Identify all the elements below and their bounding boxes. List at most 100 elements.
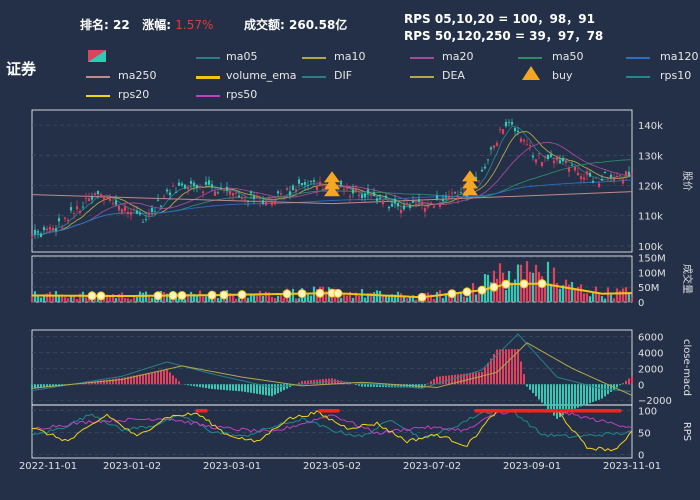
y-tick-label: 0 bbox=[638, 298, 644, 309]
candle bbox=[237, 195, 241, 198]
series-dea bbox=[31, 342, 633, 396]
macd-bar bbox=[46, 384, 48, 388]
macd-bar bbox=[340, 380, 342, 385]
candle bbox=[243, 199, 247, 202]
volume-bar bbox=[429, 294, 433, 302]
candle bbox=[519, 138, 523, 142]
volume-bar bbox=[444, 293, 448, 302]
macd-bar bbox=[628, 378, 630, 385]
volume-bar bbox=[411, 295, 415, 302]
volume-bar bbox=[48, 291, 52, 302]
candle bbox=[606, 178, 610, 180]
macd-bar bbox=[496, 349, 498, 385]
candle bbox=[387, 206, 391, 209]
candle bbox=[159, 205, 163, 207]
candle bbox=[120, 209, 124, 213]
volume-bar bbox=[573, 288, 577, 302]
volume-signal-dot bbox=[447, 289, 457, 299]
candle bbox=[510, 121, 514, 125]
macd-bar bbox=[235, 384, 237, 391]
legend-ma250-swatch bbox=[86, 76, 110, 78]
volume-bar bbox=[33, 291, 37, 302]
candle bbox=[402, 205, 406, 210]
candle bbox=[180, 183, 184, 186]
macd-bar bbox=[568, 384, 570, 412]
macd-bar bbox=[274, 384, 276, 395]
macd-bar bbox=[103, 380, 105, 385]
volume-bar bbox=[84, 297, 88, 302]
volume-bar bbox=[279, 293, 283, 302]
volume-bar bbox=[537, 272, 541, 302]
volume-signal-dot bbox=[87, 291, 97, 301]
volume-bar bbox=[207, 297, 211, 302]
candle bbox=[33, 229, 37, 235]
candle bbox=[267, 197, 271, 199]
macd-bar bbox=[211, 384, 213, 390]
legend-ma120-swatch bbox=[626, 57, 650, 59]
candle bbox=[579, 176, 583, 180]
volume-bar bbox=[306, 293, 310, 302]
macd-bar bbox=[142, 373, 144, 385]
volume-bar bbox=[381, 296, 385, 302]
macd-bar bbox=[373, 384, 375, 387]
volume-bar bbox=[39, 297, 43, 302]
candle bbox=[117, 205, 121, 211]
y-tick-label: 120k bbox=[638, 182, 663, 193]
candle bbox=[399, 209, 403, 214]
volume-bar bbox=[504, 289, 508, 302]
macd-bar bbox=[34, 384, 36, 389]
volume-bar bbox=[588, 296, 592, 302]
volume-signal-dot bbox=[537, 279, 547, 289]
volume-signal-dot bbox=[477, 285, 487, 295]
volume-signal-dot bbox=[462, 287, 472, 297]
volume-bar bbox=[342, 292, 346, 302]
macd-bar bbox=[244, 384, 246, 392]
candle bbox=[144, 219, 148, 221]
legend-ma20: ma20 bbox=[442, 50, 474, 63]
candle bbox=[45, 228, 49, 231]
volume-bar bbox=[234, 298, 238, 302]
candle bbox=[351, 189, 355, 194]
candle bbox=[492, 145, 496, 148]
candle bbox=[312, 180, 316, 182]
volume-bar bbox=[465, 297, 469, 302]
candle bbox=[540, 161, 544, 166]
candle bbox=[183, 184, 187, 189]
candle bbox=[423, 207, 427, 212]
candle bbox=[108, 198, 112, 201]
candle bbox=[66, 219, 70, 221]
candle bbox=[345, 186, 349, 189]
volume-signal-dot bbox=[417, 292, 427, 302]
x-tick-label: 2022-11-01 bbox=[19, 461, 77, 472]
legend-dif: DIF bbox=[334, 69, 353, 82]
candle bbox=[99, 193, 103, 198]
volume-bar bbox=[606, 287, 610, 302]
volume-bar bbox=[261, 295, 265, 302]
x-tick-label: 2023-03-01 bbox=[203, 461, 261, 472]
volume-signal-dot bbox=[207, 290, 217, 300]
volume-bar bbox=[348, 291, 352, 302]
macd-bar bbox=[445, 375, 447, 385]
candle bbox=[597, 183, 601, 187]
volume-bar bbox=[288, 296, 292, 302]
candle bbox=[543, 156, 547, 158]
volume-bar bbox=[243, 297, 247, 302]
volume-bar bbox=[78, 293, 82, 302]
macd-bar bbox=[154, 371, 156, 385]
volume-bar bbox=[339, 297, 343, 302]
volume-bar bbox=[105, 294, 109, 302]
macd-bar bbox=[505, 349, 507, 385]
y-axis-label: 成交量 bbox=[681, 264, 694, 294]
volume-bar bbox=[69, 295, 73, 302]
candle bbox=[429, 202, 433, 204]
candle bbox=[591, 180, 595, 183]
macd-bar bbox=[238, 384, 240, 392]
volume-bar bbox=[45, 293, 49, 302]
volume-bar bbox=[240, 297, 244, 302]
volume-bar bbox=[351, 297, 355, 302]
candle bbox=[306, 185, 310, 187]
volume-bar bbox=[369, 292, 373, 302]
x-tick-label: 2023-01-02 bbox=[103, 461, 161, 472]
volume-bar bbox=[624, 287, 628, 302]
volume-bar bbox=[123, 297, 127, 302]
